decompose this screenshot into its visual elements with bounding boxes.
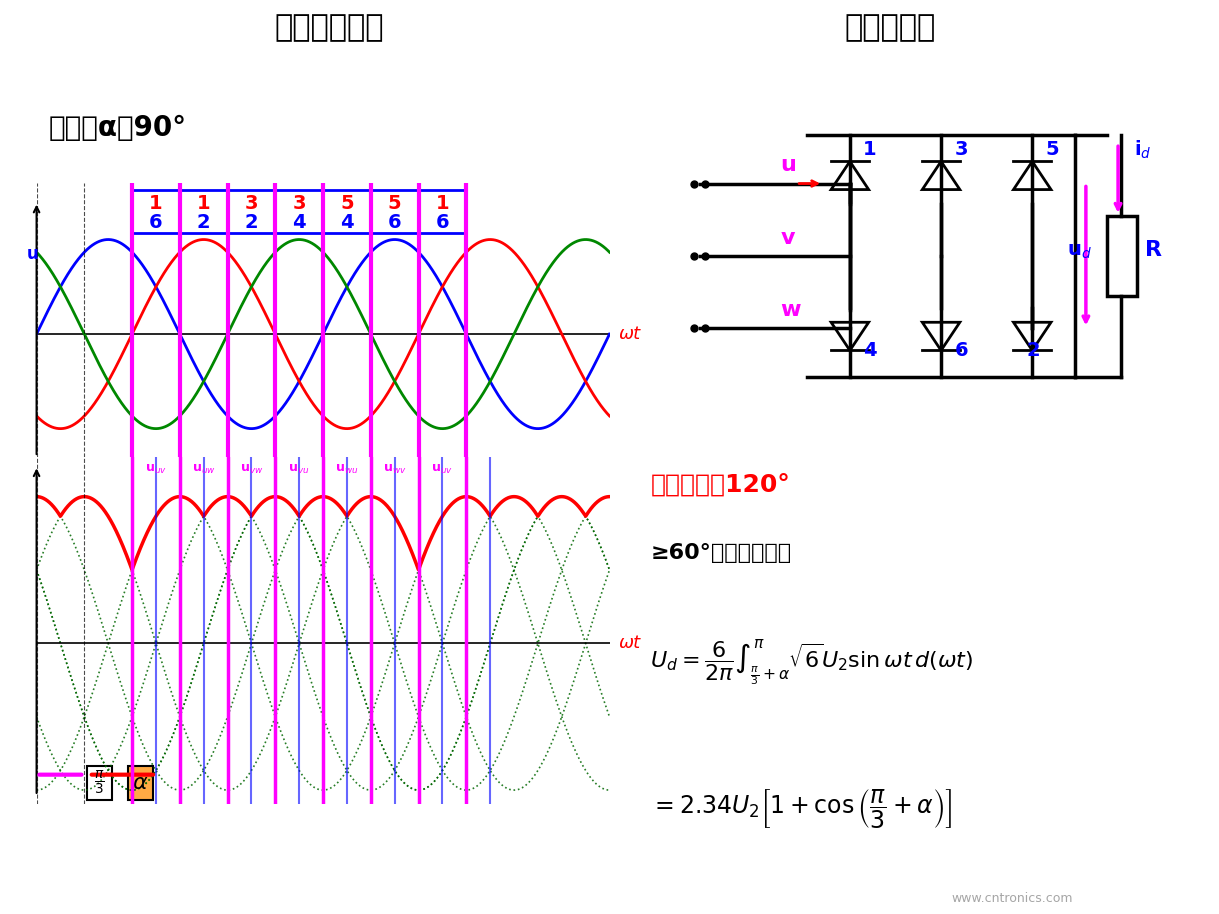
Bar: [1107, 216, 1137, 296]
Text: u$_{wu}$: u$_{wu}$: [335, 462, 358, 475]
Text: $\frac{\pi}{3}$: $\frac{\pi}{3}$: [94, 769, 105, 797]
Text: 3: 3: [954, 141, 968, 159]
Text: 2: 2: [196, 213, 211, 232]
Bar: [323, 190, 371, 233]
Text: 1: 1: [863, 141, 876, 159]
Text: 1: 1: [435, 194, 450, 213]
Text: R: R: [1145, 239, 1162, 260]
Text: u$_{vu}$: u$_{vu}$: [289, 462, 310, 475]
Text: 6: 6: [954, 342, 968, 360]
Bar: [275, 190, 323, 233]
Bar: [418, 190, 466, 233]
Text: 三相桥式全控: 三相桥式全控: [274, 13, 384, 42]
Text: ωt: ωt: [618, 634, 641, 653]
Text: 4: 4: [863, 342, 876, 360]
Text: u: u: [27, 245, 39, 262]
Text: 移相范围为120°: 移相范围为120°: [651, 473, 790, 497]
Text: $= 2.34U_2\left[1+\cos\left(\dfrac{\pi}{3}+\alpha\right)\right]$: $= 2.34U_2\left[1+\cos\left(\dfrac{\pi}{…: [651, 787, 953, 831]
Text: www.cntronics.com: www.cntronics.com: [951, 892, 1073, 905]
Text: 1: 1: [196, 194, 211, 213]
Bar: [371, 190, 418, 233]
Text: ≥60°时，电流断续: ≥60°时，电流断续: [651, 543, 791, 563]
Text: 5: 5: [1046, 141, 1059, 159]
Text: u$_{wv}$: u$_{wv}$: [383, 462, 406, 475]
Text: u: u: [780, 155, 796, 175]
Text: 4: 4: [293, 213, 306, 232]
Text: 5: 5: [340, 194, 354, 213]
Text: 2: 2: [245, 213, 258, 232]
Text: $U_d = \dfrac{6}{2\pi}\int_{\frac{\pi}{3}+\alpha}^{\pi} \sqrt{6}U_2 \sin\omega t: $U_d = \dfrac{6}{2\pi}\int_{\frac{\pi}{3…: [651, 637, 974, 688]
Text: 6: 6: [435, 213, 450, 232]
Text: u$_{uv}$: u$_{uv}$: [145, 462, 167, 475]
Bar: [87, 766, 112, 800]
Text: 4: 4: [340, 213, 354, 232]
Text: 5: 5: [388, 194, 401, 213]
Text: 3: 3: [245, 194, 258, 213]
Bar: [180, 190, 228, 233]
Bar: [132, 190, 180, 233]
Text: u$_d$: u$_d$: [1067, 242, 1092, 261]
Text: w: w: [780, 300, 801, 320]
Text: u$_{uw}$: u$_{uw}$: [191, 462, 216, 475]
Bar: [128, 766, 152, 800]
Text: i$_d$: i$_d$: [1134, 138, 1152, 161]
Text: 6: 6: [388, 213, 401, 232]
Text: v: v: [780, 228, 795, 248]
Text: 2: 2: [1026, 342, 1041, 360]
Text: 电阻性负载: 电阻性负载: [845, 13, 935, 42]
Text: ωt: ωt: [618, 325, 641, 343]
Text: $\alpha$: $\alpha$: [132, 773, 149, 793]
Bar: [228, 190, 275, 233]
Text: u$_{uv}$: u$_{uv}$: [432, 462, 453, 475]
Text: 控制角α＝90°: 控制角α＝90°: [49, 114, 187, 142]
Text: u$_{vw}$: u$_{vw}$: [240, 462, 263, 475]
Text: 1: 1: [149, 194, 163, 213]
Text: 3: 3: [293, 194, 306, 213]
Text: 6: 6: [149, 213, 163, 232]
